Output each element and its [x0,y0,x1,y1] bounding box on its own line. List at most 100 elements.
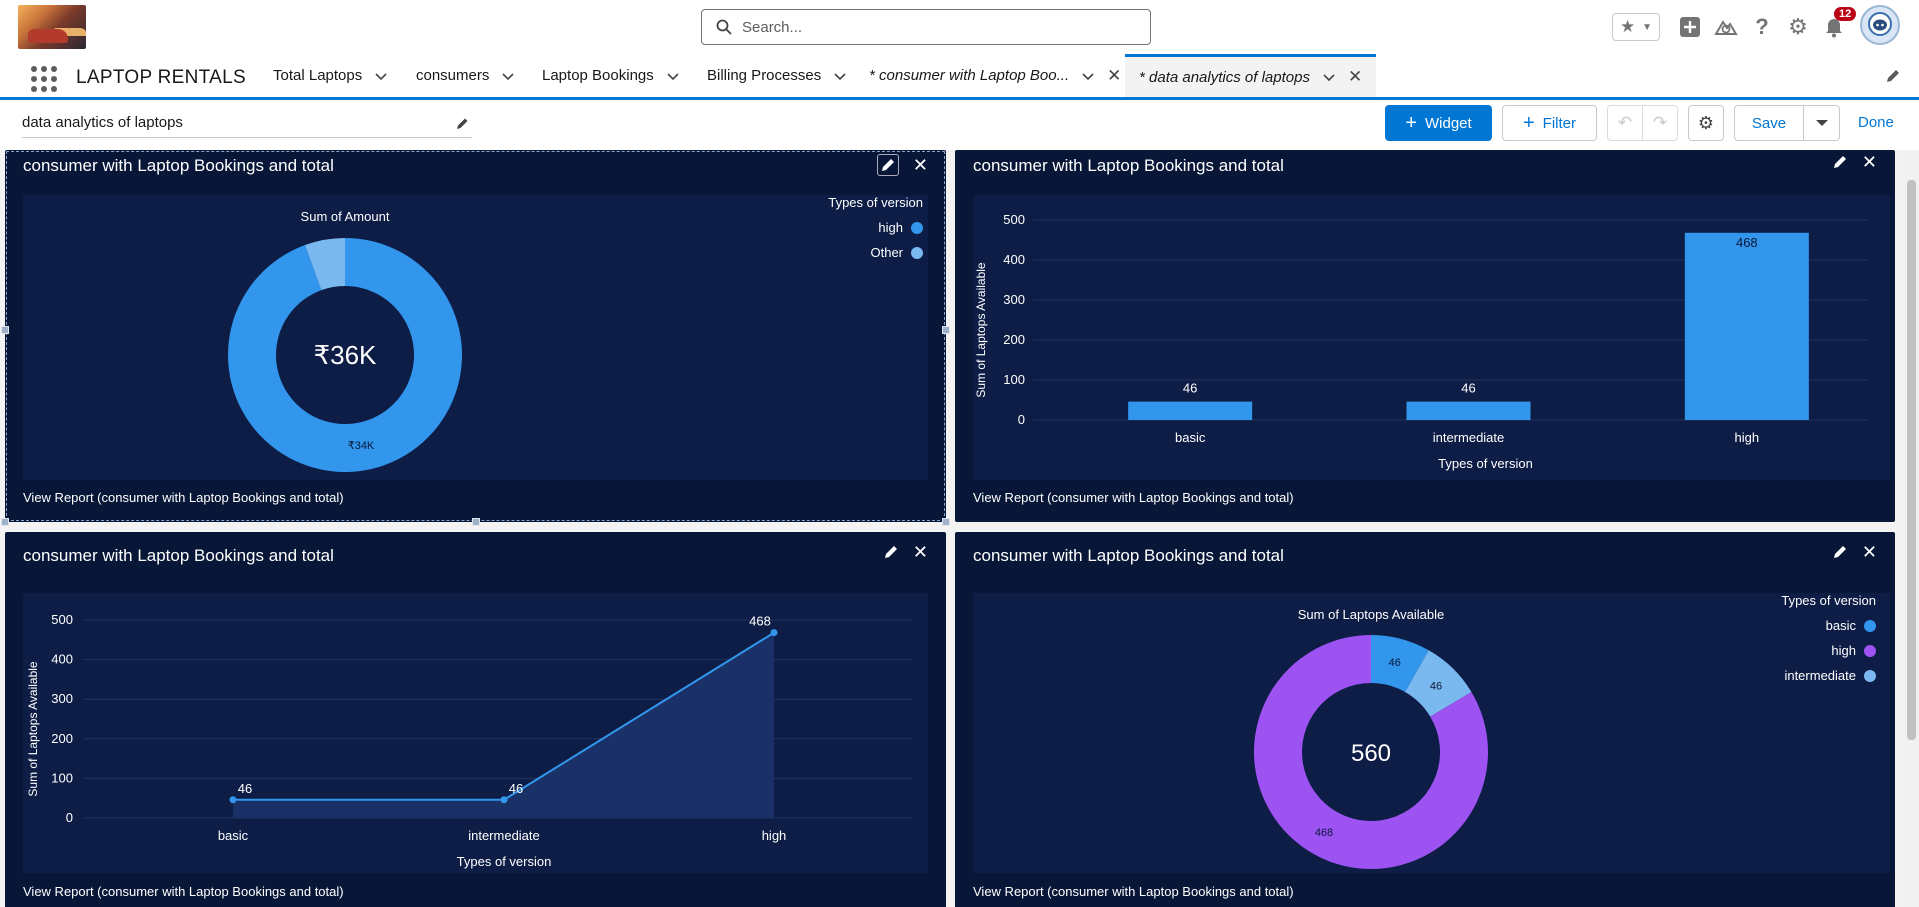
search-input[interactable] [742,18,1122,36]
x-tick-label: high [1735,430,1760,445]
chart-title: Sum of Laptops Available [1298,607,1444,622]
tab-data-analytics-of-laptops[interactable]: * data analytics of laptops ✕ [1125,54,1377,97]
star-icon: ★ [1619,17,1636,36]
widget-bar-laptops[interactable]: consumer with Laptop Bookings and total … [955,150,1895,522]
chevron-down-icon[interactable] [1322,70,1336,84]
edit-widget-button[interactable] [876,154,899,176]
donut-slice-basic [1371,635,1429,692]
org-logo[interactable] [18,5,86,49]
tab-consumers[interactable]: consumers [416,54,515,97]
legend-title: Types of version [1781,593,1876,608]
global-header: ★ ▼ ? ⚙ 12 [0,0,1919,54]
chevron-down-icon[interactable] [666,69,680,83]
tab-consumer-with-laptop-bookings[interactable]: * consumer with Laptop Boo... ✕ [869,54,1121,97]
global-actions-button[interactable] [1678,15,1702,39]
resize-handle[interactable] [942,326,950,334]
widget-donut-laptops[interactable]: consumer with Laptop Bookings and total … [955,532,1895,907]
canvas-scrollbar[interactable] [1904,150,1919,907]
remove-widget-icon[interactable]: ✕ [912,542,928,562]
properties-button[interactable]: ⚙ [1688,105,1724,141]
tab-laptop-bookings[interactable]: Laptop Bookings [542,54,680,97]
legend-marker [911,247,923,259]
y-tick-label: 500 [1003,212,1025,227]
y-tick-label: 400 [1003,252,1025,267]
chart-area: 0 100 200 300 400 500 46 basic 46 intermediate 468… [23,593,928,873]
donut-slice-high [1254,635,1488,869]
x-tick-label: intermediate [468,828,540,843]
plus-box-icon [1680,17,1700,37]
pencil-icon[interactable] [1832,544,1848,560]
view-report-link[interactable]: View Report (consumer with Laptop Bookin… [23,490,344,505]
plus-icon: + [1522,111,1535,134]
pencil-icon[interactable] [883,544,899,560]
resize-handle[interactable] [1,326,9,334]
app-navigation: LAPTOP RENTALS Total Laptops consumers L… [0,54,1919,100]
global-search[interactable] [701,9,1151,45]
trailhead-button[interactable] [1714,15,1738,39]
view-report-link[interactable]: View Report (consumer with Laptop Bookin… [973,884,1294,899]
close-tab-icon[interactable]: ✕ [1107,65,1122,85]
remove-widget-icon[interactable]: ✕ [1861,542,1877,562]
legend-label: basic [1826,618,1857,633]
pencil-icon[interactable] [1832,154,1848,170]
legend-title: Types of version [828,195,923,210]
app-launcher-button[interactable] [31,66,57,92]
donut-slice-Other [304,238,345,291]
favorites-button[interactable]: ★ ▼ [1612,13,1660,41]
resize-handle[interactable] [1,518,9,526]
point-intermediate [500,796,508,804]
chevron-down-icon[interactable] [833,69,847,83]
data-label: 468 [1736,235,1758,250]
data-label: ₹34K [348,440,375,452]
close-tab-icon[interactable]: ✕ [1347,67,1363,86]
tab-billing-processes[interactable]: Billing Processes [707,54,847,97]
remove-widget-icon[interactable]: ✕ [912,155,928,175]
remove-widget-icon[interactable]: ✕ [1861,152,1877,172]
add-widget-button[interactable]: + Widget [1385,105,1492,141]
notifications-button[interactable]: 12 [1822,7,1857,39]
app-name: LAPTOP RENTALS [76,67,246,88]
view-report-link[interactable]: View Report (consumer with Laptop Bookin… [973,490,1294,505]
data-label: 468 [749,614,771,629]
data-label: 46 [1389,657,1401,669]
help-button[interactable]: ? [1750,14,1774,39]
tab-label: Laptop Bookings [542,67,654,84]
donut-slice-intermediate [1405,650,1472,717]
undo-button[interactable]: ↶ [1607,105,1643,141]
view-report-link[interactable]: View Report (consumer with Laptop Bookin… [23,884,344,899]
chevron-down-icon[interactable] [501,69,515,83]
chevron-down-icon[interactable] [1081,69,1095,83]
tab-label: * consumer with Laptop Boo... [869,67,1070,84]
y-tick-label: 200 [51,731,73,746]
resize-handle[interactable] [942,518,950,526]
tab-total-laptops[interactable]: Total Laptops [273,54,388,97]
tab-label: consumers [416,67,490,84]
widget-title: consumer with Laptop Bookings and total [23,156,334,175]
add-filter-button[interactable]: + Filter [1502,105,1597,141]
done-button[interactable]: Done [1858,114,1894,131]
user-avatar[interactable] [1860,5,1900,45]
widget-title: consumer with Laptop Bookings and total [973,156,1284,175]
widget-donut-amount[interactable]: consumer with Laptop Bookings and total … [5,150,946,522]
donut-slice-high [227,238,462,473]
redo-button[interactable]: ↷ [1642,105,1678,141]
pencil-icon[interactable] [456,116,470,130]
area-fill [233,632,774,818]
save-button[interactable]: Save [1734,105,1804,141]
y-tick-label: 0 [1018,412,1025,427]
y-tick-label: 300 [51,691,73,706]
help-icon: ? [1755,14,1769,39]
legend-label: high [1831,643,1856,658]
x-axis-label: Types of version [1438,456,1533,471]
widget-line-laptops[interactable]: consumer with Laptop Bookings and total … [5,532,946,907]
dashboard-name-field[interactable]: data analytics of laptops [22,114,472,138]
y-axis-label: Sum of Laptops Available [26,661,40,797]
mountain-icon [1714,20,1738,35]
edit-nav-pencil-icon[interactable] [1885,68,1901,84]
chevron-down-icon[interactable] [374,69,388,83]
donut-chart-amount: Sum of Amount ₹36K ₹34K Types of version hig… [227,195,923,473]
save-menu-button[interactable] [1803,105,1840,141]
setup-button[interactable]: ⚙ [1786,14,1810,39]
resize-handle[interactable] [472,518,480,526]
save-button-label: Save [1751,114,1787,132]
